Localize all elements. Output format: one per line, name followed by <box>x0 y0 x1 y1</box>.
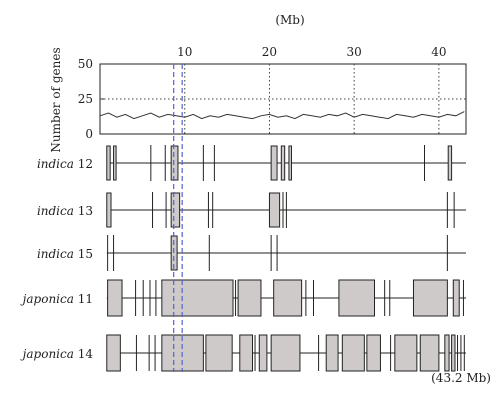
chromosome-number: 11 <box>74 292 93 306</box>
species-name: japonica <box>20 347 74 361</box>
gene-count-plot: (Mb) 10 20 30 40 0 25 50 Number of genes <box>49 13 467 153</box>
track-block <box>239 334 254 372</box>
track-block <box>412 279 448 317</box>
track-block <box>419 334 440 372</box>
plot-frame <box>99 63 467 135</box>
track-block <box>444 334 450 372</box>
species-name: japonica <box>20 292 74 306</box>
track-japonica-11: japonica 11 <box>20 279 466 317</box>
track-block <box>451 334 456 372</box>
track-block <box>170 192 181 228</box>
track-block <box>273 279 303 317</box>
track-block <box>170 145 179 181</box>
track-block <box>447 145 453 181</box>
chromosome-number: 15 <box>74 247 93 261</box>
x-tick-label: 20 <box>262 45 277 59</box>
species-name: indica <box>37 247 74 261</box>
x-tick-label: 40 <box>431 45 446 59</box>
track-block <box>237 279 262 317</box>
track-indica-12: indica 12 <box>37 145 466 181</box>
track-label: indica 12 <box>37 157 93 171</box>
y-tick-label: 0 <box>85 127 93 141</box>
track-block <box>288 145 292 181</box>
track-block <box>341 334 365 372</box>
track-block <box>338 279 375 317</box>
x-tick-label: 30 <box>347 45 362 59</box>
track-block <box>205 334 233 372</box>
track-block <box>270 334 301 372</box>
track-block <box>161 279 234 317</box>
track-block <box>107 279 123 317</box>
track-block <box>106 192 112 228</box>
y-tick-label: 50 <box>78 57 93 71</box>
chromosome-length-label: (43.2 Mb) <box>431 371 491 385</box>
track-block <box>366 334 381 372</box>
track-block <box>452 279 460 317</box>
track-block <box>268 192 281 228</box>
track-block <box>106 145 111 181</box>
track-indica-13: indica 13 <box>37 192 466 228</box>
track-block <box>394 334 418 372</box>
track-indica-15: indica 15 <box>37 235 466 271</box>
track-block <box>258 334 268 372</box>
track-label: japonica 11 <box>20 292 93 306</box>
track-block <box>325 334 339 372</box>
track-japonica-14: japonica 14 <box>20 334 466 372</box>
x-tick-label: 10 <box>177 45 192 59</box>
track-label: indica 15 <box>37 247 93 261</box>
y-tick-label: 25 <box>78 92 93 106</box>
track-block <box>106 334 121 372</box>
top-axis-label: (Mb) <box>275 13 304 27</box>
y-axis-label: Number of genes <box>49 47 63 152</box>
track-block <box>113 145 117 181</box>
chromosome-number: 12 <box>74 157 93 171</box>
track-label: indica 13 <box>37 204 93 218</box>
species-name: indica <box>37 157 74 171</box>
track-block <box>270 145 278 181</box>
chromosome-number: 13 <box>74 204 93 218</box>
chromosome-number: 14 <box>74 347 93 361</box>
track-block <box>280 145 286 181</box>
series-line <box>99 111 465 120</box>
species-name: indica <box>37 204 74 218</box>
track-label: japonica 14 <box>20 347 94 361</box>
